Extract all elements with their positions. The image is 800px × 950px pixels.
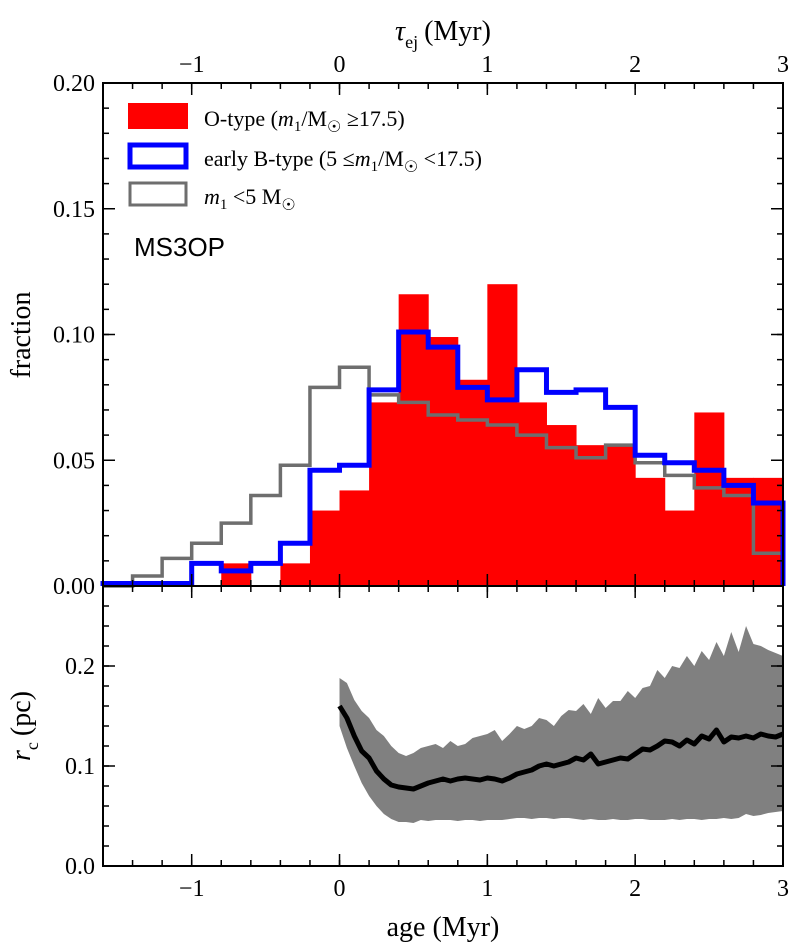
core-radius-ticks: 0.0 0.1 0.2 −1 0 1 2 3 [65,585,789,902]
o-type-bar [635,477,666,586]
o-type-bar [664,510,695,586]
bottom-y-axis-title: rc(pc) [6,691,42,761]
legend-swatch-o-type [128,103,188,129]
y-tick-label: 0.1 [65,754,95,780]
top-axis-tick-label: 1 [481,52,493,78]
y-tick-label: 0.10 [53,323,95,349]
o-type-bar [428,337,459,586]
legend-label-early-b-type: early B-type (5 ≤m1/M☉ <17.5) [204,146,482,176]
legend-label-low-mass: m1 <5 M☉ [204,184,296,214]
legend: O-type (m1/M☉ ≥17.5) early B-type (5 ≤m1… [127,103,482,214]
x-tick-label: 3 [777,876,789,902]
o-type-bar [487,284,518,586]
o-type-bar [398,294,429,586]
o-type-bar [369,402,400,586]
o-type-bar [309,510,341,586]
top-axis-title: τej (Myr) [395,16,491,52]
x-tick-label: 1 [481,876,493,902]
x-tick-label: −1 [179,876,205,902]
core-radius-panel: 0.0 0.1 0.2 −1 0 1 2 3 rc(pc) age (Myr) [6,585,789,943]
o-type-bar [457,379,488,586]
core-radius-band [339,626,783,823]
o-type-bar [694,412,725,586]
y-tick-label: 0.20 [53,71,95,97]
o-type-bar [576,445,607,586]
o-type-bar [339,490,370,586]
o-type-bars [221,284,784,586]
y-tick-label: 0.15 [53,197,95,223]
y-tick-label: 0.00 [53,574,95,600]
legend-swatch-early-b-type [127,142,189,170]
histogram-y-axis-title: fraction [6,291,37,378]
histogram-panel: 0.00 0.05 0.10 0.15 0.20 −1 0 1 2 3 τej (Myr) frac… [6,16,789,600]
top-axis-tick-label: −1 [179,52,205,78]
legend-swatch-low-mass [128,181,188,207]
o-type-bar [605,445,636,586]
y-tick-label: 0.05 [53,448,95,474]
early-b-type-step-line [100,329,786,586]
o-type-bar [221,563,252,586]
top-axis-tick-label: 2 [629,52,641,78]
core-radius-plot [337,626,784,823]
core-radius-line [337,704,784,792]
o-type-bar [280,563,311,586]
legend-label-o-type: O-type (m1/M☉ ≥17.5) [204,106,405,136]
low-mass-step-line [103,365,785,588]
panel-tag: MS3OP [134,232,225,262]
o-type-bar [753,477,784,586]
x-axis-title: age (Myr) [387,912,500,943]
top-axis-tick-label: 3 [777,52,789,78]
o-type-bar [516,402,547,586]
x-tick-label: 0 [334,876,346,902]
y-tick-label: 0.2 [65,654,95,680]
step-histograms [100,329,786,588]
top-axis-tick-label: 0 [334,52,346,78]
histogram-ticks: 0.00 0.05 0.10 0.15 0.20 −1 0 1 2 3 [53,52,789,600]
x-tick-label: 2 [629,876,641,902]
o-type-bar [546,425,577,586]
y-tick-label: 0.0 [65,854,95,880]
